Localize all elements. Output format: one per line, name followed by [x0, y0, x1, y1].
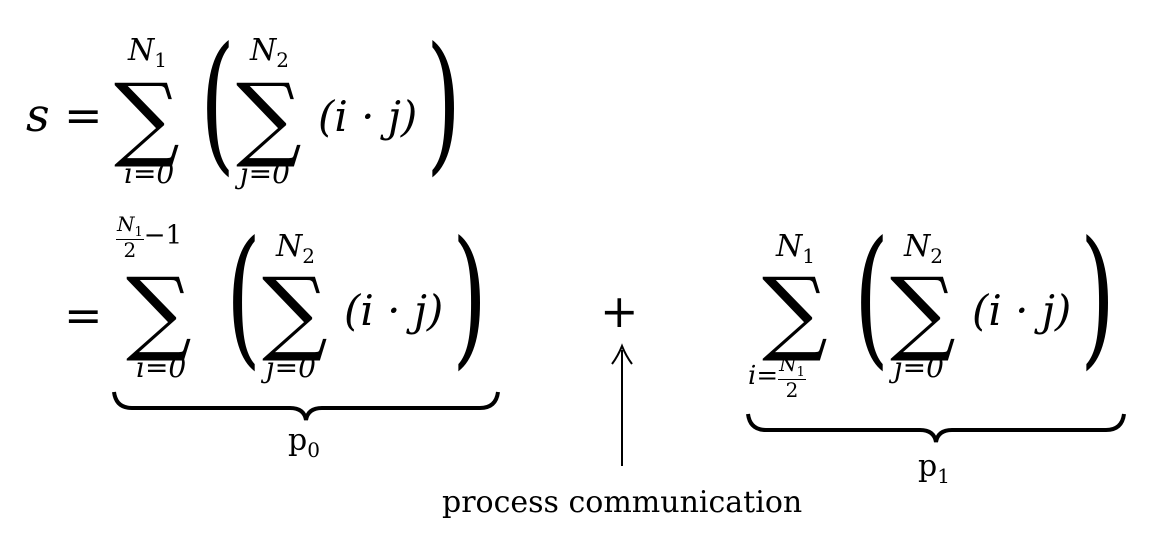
right-inner-sum-symbol: ∑: [890, 258, 956, 365]
underbrace-p0: [112, 391, 500, 421]
inner-sum-upper-limit-1: N2: [250, 33, 289, 72]
right-paren-3: ): [1080, 210, 1116, 384]
annotation-label: process communication: [442, 485, 803, 520]
p0-label: p0: [288, 423, 320, 462]
right-sum-upper-limit: N1: [776, 229, 815, 268]
right-sum-symbol: ∑: [762, 258, 828, 365]
outer-sum-lower-limit: i=0: [124, 157, 175, 190]
p1-label: p1: [918, 449, 950, 488]
left-summand: (i · j): [344, 286, 444, 335]
underbrace-p1: [746, 413, 1126, 443]
right-sum-lower-limit: i= N1 2: [748, 352, 806, 402]
left-paren-3: (: [854, 210, 890, 384]
outer-sum-symbol: ∑: [114, 64, 180, 171]
equals-sign-1: =: [64, 88, 103, 142]
right-inner-sum-lower-limit: j=0: [894, 351, 944, 384]
left-sum-lower-limit: i=0: [136, 351, 187, 384]
plus-sign: +: [600, 284, 639, 338]
outer-sum-upper-limit: N1: [128, 33, 167, 72]
left-sum-upper-limit: N1 2 −1: [116, 212, 183, 262]
left-inner-sum-symbol: ∑: [262, 258, 328, 365]
up-arrow-icon: [611, 343, 633, 466]
right-paren-2: ): [452, 210, 488, 384]
right-summand: (i · j): [972, 286, 1072, 335]
lhs-variable: s: [26, 88, 50, 142]
inner-sum-lower-limit-1: j=0: [240, 157, 290, 190]
right-inner-sum-upper-limit: N2: [904, 229, 943, 268]
left-inner-sum-upper-limit: N2: [276, 229, 315, 268]
summand-1: (i · j): [318, 92, 418, 141]
inner-sum-symbol-1: ∑: [236, 64, 302, 171]
left-paren-2: (: [226, 210, 262, 384]
left-inner-sum-lower-limit: j=0: [266, 351, 316, 384]
left-paren-1: (: [200, 16, 236, 190]
left-sum-symbol: ∑: [126, 258, 192, 365]
equals-sign-2: =: [64, 288, 103, 342]
right-paren-1: ): [426, 16, 462, 190]
